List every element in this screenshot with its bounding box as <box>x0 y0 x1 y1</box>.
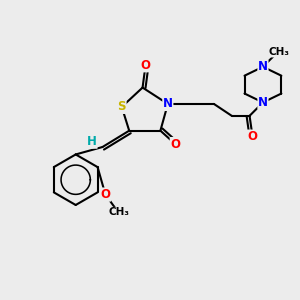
Text: O: O <box>140 59 151 72</box>
Text: CH₃: CH₃ <box>269 47 290 57</box>
Text: S: S <box>118 100 126 113</box>
Text: N: N <box>258 96 268 109</box>
Text: N: N <box>258 60 268 73</box>
Text: O: O <box>248 130 257 143</box>
Text: N: N <box>163 98 173 110</box>
Text: H: H <box>87 135 97 148</box>
Text: O: O <box>100 188 110 201</box>
Text: O: O <box>170 138 180 151</box>
Text: CH₃: CH₃ <box>108 207 129 218</box>
